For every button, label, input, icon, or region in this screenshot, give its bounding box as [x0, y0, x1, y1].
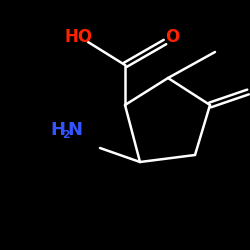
Text: N: N — [68, 121, 82, 139]
Text: HO: HO — [65, 28, 93, 46]
Text: H: H — [50, 121, 66, 139]
Text: O: O — [165, 28, 179, 46]
Text: 2: 2 — [62, 130, 70, 140]
